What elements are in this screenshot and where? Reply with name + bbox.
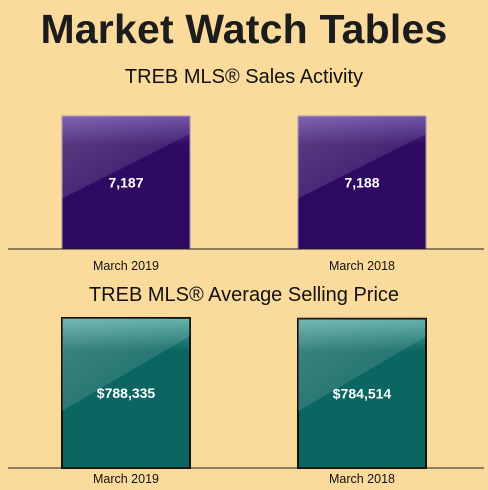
bar-value-label: 7,187 [108,175,143,191]
bar-value-label: $784,514 [333,385,392,401]
bar-highlight [298,318,426,412]
category-label: March 2018 [329,472,395,486]
bar-highlight [298,116,426,199]
bar-value-label: $788,335 [97,385,156,401]
sales-activity-chart: 7,187 March 2019 7,188 March 2018 [8,115,484,273]
bar-highlight [62,116,190,199]
category-label: March 2019 [93,472,159,486]
average-price-chart: $788,335 March 2019 $784,514 March 2018 [8,317,484,486]
sales-activity-title: TREB MLS® Sales Activity [124,66,364,88]
category-label: March 2019 [93,259,159,273]
average-price-title: TREB MLS® Average Selling Price [88,284,400,306]
category-label: March 2018 [329,259,395,273]
page-title: Market Watch Tables [40,6,448,52]
bar-highlight [62,318,190,411]
bar-value-label: 7,188 [344,175,379,191]
